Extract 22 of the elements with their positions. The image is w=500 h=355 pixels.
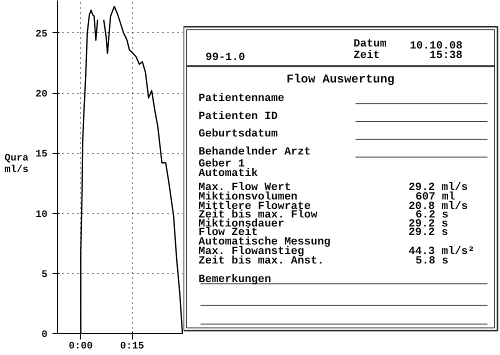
y-tick-label: 0 xyxy=(42,330,48,341)
text: Zeit bis max. Anst. xyxy=(198,255,324,268)
y-axis-title: Qura ml/s xyxy=(4,154,29,176)
text: Patienten ID xyxy=(198,110,278,123)
x-tick-label: 0:00 xyxy=(68,342,93,352)
y-tick-label: 25 xyxy=(36,29,48,40)
text: 15:38 xyxy=(429,50,463,62)
text: Datum xyxy=(354,38,387,51)
text: Behandelnder Arzt xyxy=(198,146,311,158)
text: Geburtsdatum xyxy=(198,128,278,141)
y-tick-label: 20 xyxy=(36,90,48,101)
y-tick-label: 15 xyxy=(36,150,48,161)
y-tick-label: 5 xyxy=(42,270,48,281)
text: Patientenname xyxy=(198,92,285,105)
text: Bemerkungen xyxy=(198,274,272,286)
text: Automatik xyxy=(198,168,258,180)
text: 5.8 s xyxy=(416,255,449,268)
text: 99-1.0 xyxy=(206,52,246,64)
y-tick-label: 10 xyxy=(36,210,48,221)
text: Flow Auswertung xyxy=(286,72,395,86)
text: Zeit xyxy=(354,50,380,62)
x-tick-label: 0:15 xyxy=(120,342,144,352)
